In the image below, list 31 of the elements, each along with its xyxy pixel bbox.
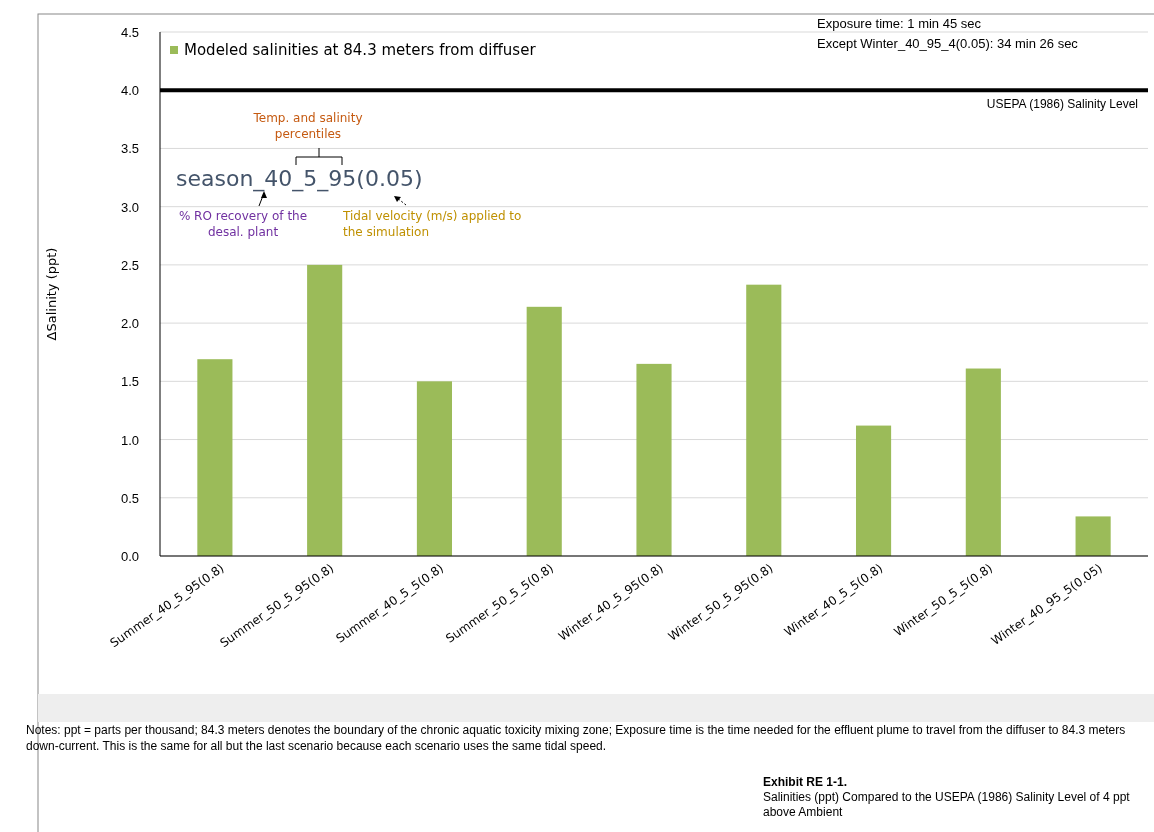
y-tick-label: 4.0 (120, 83, 140, 99)
y-tick-label: 0.0 (120, 549, 140, 564)
y-tick-label: 1.0 (120, 432, 140, 448)
legend-label: Modeled salinities at 84.3 meters from diffuser (184, 41, 537, 59)
annotation: season_40_5_95(0.05) (176, 166, 423, 192)
y-tick-label: 0.5 (120, 490, 140, 506)
bar (307, 264, 343, 556)
annotation: % RO recovery of the desal. plant (178, 208, 308, 240)
bar (197, 359, 233, 556)
annotation: Tidal velocity (m/s) applied to the simulation (343, 208, 523, 240)
y-tick-label: 1.5 (120, 374, 140, 390)
y-axis-title: ΔSalinity (ppt) (44, 247, 59, 341)
y-tick-label: 2.0 (120, 316, 140, 332)
y-tick-label: 3.5 (120, 141, 140, 157)
text: Exposure time: 1 min 45 sec (817, 16, 982, 31)
bar (526, 306, 562, 556)
bar (636, 363, 672, 556)
bar (416, 381, 453, 556)
bar (965, 368, 1001, 556)
bar (855, 425, 892, 556)
y-tick-label: 3.0 (120, 199, 140, 215)
text: Salinities (ppt) Compared to the USEPA (1986) Salinity Level of 4 ppt above Ambient (763, 790, 1131, 820)
y-tick-label: 2.5 (120, 257, 140, 273)
ref-line-label: USEPA (1986) Salinity Level (986, 97, 1138, 112)
text: Notes: ppt = parts per thousand; 84.3 meters denotes the boundary of the chronic aquatic toxicity mixing zone; Exposure time is the time needed for the effluent plume to travel from the diffuser to 84.3 meters down-current. This is the same for all but the last scenario because each scenario uses the same tidal speed. (26, 722, 1127, 754)
y-tick-label: 4.5 (120, 25, 140, 40)
annotation: Temp. and salinity percentiles (252, 110, 364, 142)
text: Exhibit RE 1-1. (763, 775, 848, 789)
bar (746, 284, 782, 556)
bar (1075, 516, 1111, 556)
annotation: Except Winter_40_95_4(0.05): 34 min 26 sec (817, 36, 1079, 51)
